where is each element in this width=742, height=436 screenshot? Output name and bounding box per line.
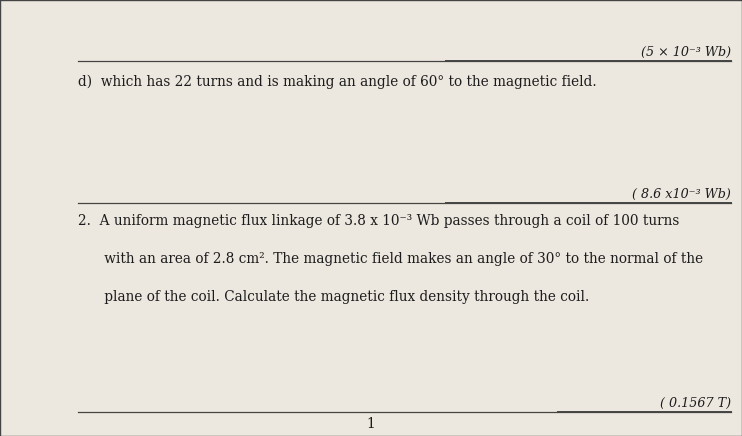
- Text: ( 0.1567 T): ( 0.1567 T): [660, 397, 731, 410]
- Text: d)  which has 22 turns and is making an angle of 60° to the magnetic field.: d) which has 22 turns and is making an a…: [78, 74, 597, 89]
- Text: 1: 1: [367, 417, 375, 431]
- Text: ( 8.6 x10⁻³ Wb): ( 8.6 x10⁻³ Wb): [632, 187, 731, 201]
- Text: with an area of 2.8 cm². The magnetic field makes an angle of 30° to the normal : with an area of 2.8 cm². The magnetic fi…: [78, 252, 703, 266]
- Text: (5 × 10⁻³ Wb): (5 × 10⁻³ Wb): [641, 46, 731, 59]
- Text: 2.  A uniform magnetic flux linkage of 3.8 x 10⁻³ Wb passes through a coil of 10: 2. A uniform magnetic flux linkage of 3.…: [78, 214, 679, 228]
- Text: plane of the coil. Calculate the magnetic flux density through the coil.: plane of the coil. Calculate the magneti…: [78, 290, 589, 304]
